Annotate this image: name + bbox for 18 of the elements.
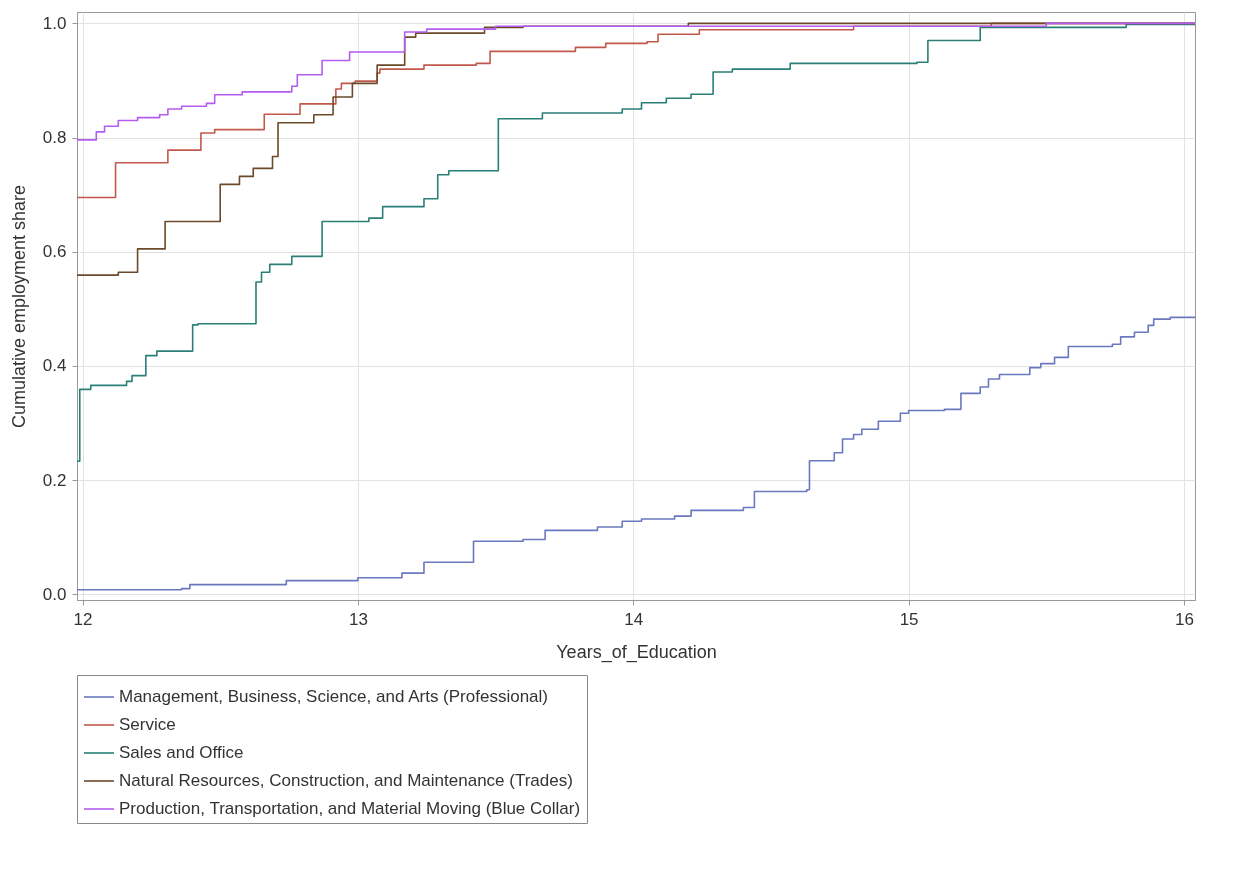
y-axis-title: Cumulative employment share [8,184,29,429]
y-tick-label: 0.6 [42,242,67,262]
legend-label: Service [119,715,176,734]
y-tick-label: 1.0 [42,13,67,33]
y-tick-label: 0.0 [42,584,67,604]
legend-label: Production, Transportation, and Material Moving (Blue Collar) [119,799,581,818]
legend-label: Management, Business, Science, and Arts (Professional) [119,687,548,706]
x-tick-label: 15 [899,609,919,629]
x-tick-label: 14 [624,609,644,629]
y-tick-label: 0.4 [42,356,67,376]
x-tick-label: 16 [1175,609,1194,629]
x-axis-title: Years_of_Education [556,641,717,663]
x-tick-label: 12 [73,609,93,629]
x-tick-label: 13 [348,609,368,629]
legend-label: Natural Resources, Construction, and Maintenance (Trades) [119,771,573,790]
y-tick-label: 0.2 [42,470,67,490]
y-tick-label: 0.8 [42,128,67,148]
legend-label: Sales and Office [119,743,244,762]
